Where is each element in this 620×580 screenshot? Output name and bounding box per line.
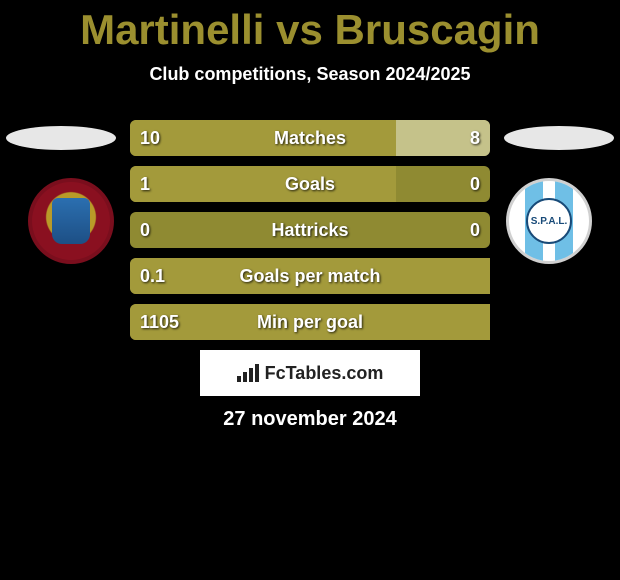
player1-name: Martinelli <box>80 6 264 53</box>
vs-label: vs <box>276 6 323 53</box>
stat-label: Goals <box>130 166 490 202</box>
stat-row: 108Matches <box>130 120 490 156</box>
stat-row: 10Goals <box>130 166 490 202</box>
player1-silhouette-shadow <box>6 126 116 150</box>
stat-label: Matches <box>130 120 490 156</box>
stat-row: 00Hattricks <box>130 212 490 248</box>
player2-silhouette-shadow <box>504 126 614 150</box>
stat-row: 0.1Goals per match <box>130 258 490 294</box>
fctables-logo: FcTables.com <box>200 350 420 396</box>
player2-name: Bruscagin <box>335 6 540 53</box>
stat-label: Min per goal <box>130 304 490 340</box>
logo-text: FcTables.com <box>265 363 384 384</box>
club-badge-left <box>28 178 114 264</box>
page-title: Martinelli vs Bruscagin <box>0 0 620 54</box>
logo-bars-icon <box>237 364 259 382</box>
stat-row: 1105Min per goal <box>130 304 490 340</box>
subtitle: Club competitions, Season 2024/2025 <box>0 64 620 85</box>
stat-label: Hattricks <box>130 212 490 248</box>
club-badge-right-text: S.P.A.L. <box>526 198 572 244</box>
generated-date: 27 november 2024 <box>0 408 620 431</box>
club-badge-right: S.P.A.L. <box>506 178 592 264</box>
stats-panel: 108Matches 10Goals 00Hattricks 0.1Goals per… <box>130 120 490 350</box>
stat-label: Goals per match <box>130 258 490 294</box>
